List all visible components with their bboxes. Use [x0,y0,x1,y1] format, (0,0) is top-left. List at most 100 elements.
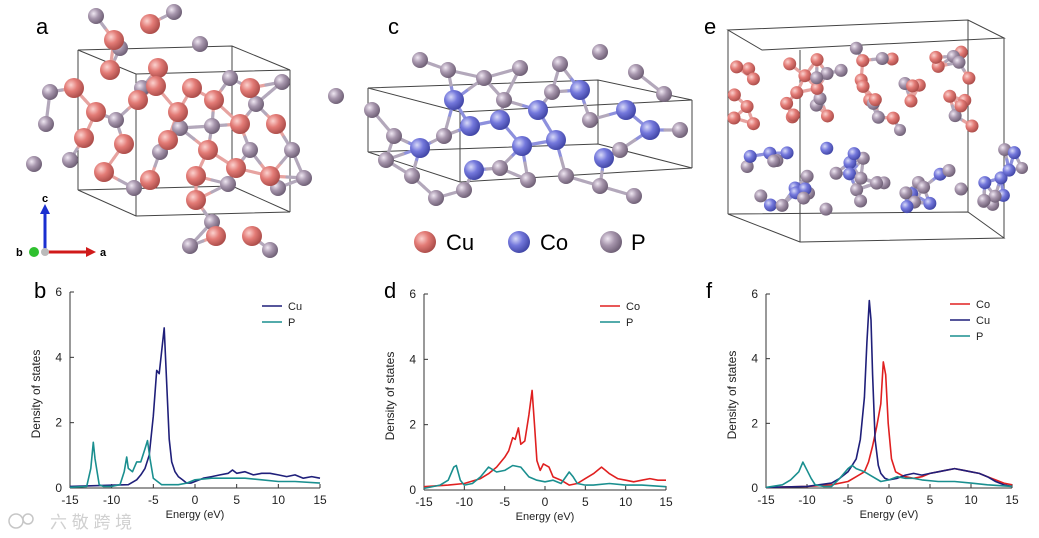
struct-e-atom-p [870,176,884,190]
legend-label-co: Co [540,230,568,255]
legend-swatch-co [508,231,530,253]
watermark-text: 六 敬 跨 境 [50,513,132,532]
struct-e-atom-p [977,193,991,207]
struct-e-atom-cu [780,96,794,110]
struct-a-atom-cu [168,102,188,122]
struct-e-atom-co [923,196,937,210]
chart-d-series-co [423,389,666,488]
struct-a-atom-cu [206,226,226,246]
struct-c-atom-co [528,100,548,120]
struct-c-atom-p [626,188,642,204]
chart-b-legend-label-p: P [288,317,295,329]
legend-item-cu: Cu [414,230,474,255]
chart-f-series-p [765,461,1013,489]
struct-e-atom-cu [856,79,870,93]
struct-c-atom-p [378,152,394,168]
c-axis-label: c [42,193,48,205]
struct-c-atom-p [428,190,444,206]
struct-a-atom-cu [128,90,148,110]
chart-b-x-tick-label: -5 [148,493,159,507]
crystal-structure-a [26,4,344,258]
struct-e-atom-co [743,149,757,163]
struct-a-atom-p [172,120,188,136]
struct-e-atom-cu [886,111,900,125]
chart-d-y-axis-label: Density of states [383,352,397,441]
struct-c-atom-co [410,138,430,158]
chart-f-legend-label-co: Co [976,299,990,311]
struct-c-atom-co [640,120,660,140]
struct-e-atom-cu [962,71,976,85]
struct-e-atom-p [800,169,814,183]
struct-e-atom-p [754,189,768,203]
chart-b-y-tick-label: 4 [55,350,62,364]
struct-e-atom-cu [810,81,824,95]
struct-e-atom-p [899,186,913,200]
chart-d-x-tick-label: 5 [582,495,589,509]
struct-e-atom-p [894,124,906,136]
legend-item-p: P [600,230,646,255]
dos-chart-b: -15 -10 -5 0 5 10 15 0 2 4 6 Energy (eV) Density of … [29,285,327,521]
struct-e-atom-co [843,167,857,181]
chart-b-x-axis-label: Energy (eV) [166,509,225,521]
struct-a-atom-cu [74,128,94,148]
chart-d-series-p [423,464,667,490]
struct-a-atom-p [166,4,182,20]
atoms-c [364,44,688,206]
chart-f-x-tick-label: 5 [927,493,934,507]
struct-a-atom-cu [186,166,206,186]
struct-a-atom-cu [186,190,206,210]
struct-e-atom-cu [868,93,882,107]
chart-f-x-tick-label: 0 [886,493,893,507]
struct-e-atom-p [875,51,889,65]
struct-a-atom-cu [158,130,178,150]
struct-e-atom-p [854,194,868,208]
chart-f-x-tick-label: -10 [798,493,816,507]
struct-e-atom-co [763,198,777,212]
struct-c-atom-co [594,148,614,168]
struct-a-atom-p [192,36,208,52]
struct-c-atom-co [546,130,566,150]
chart-d-x-axis-label: Energy (eV) [516,511,575,523]
panel-label-b: b [34,278,46,303]
struct-e-atom-co [847,147,861,161]
struct-e-atom-p [775,198,789,212]
struct-e-atom-p [988,189,1002,203]
struct-c-atom-co [512,136,532,156]
chart-b-y-tick-label: 6 [55,285,62,299]
struct-e-atom-p [797,191,811,205]
struct-a-atom-p [328,88,344,104]
struct-a-atom-p [204,118,220,134]
struct-a-atom-cu [198,140,218,160]
chart-f-legend-label-p: P [976,331,983,343]
struct-e-atom-co [994,171,1008,185]
chart-d-x-tick-label: -10 [456,495,474,509]
struct-c-atom-p [492,160,508,176]
chart-f-y-tick-label: 6 [751,287,758,301]
struct-e-atom-cu [746,72,760,86]
struct-c-atom-co [616,100,636,120]
chart-b-x-tick-label: 15 [313,493,327,507]
chart-d-y-tick-label: 4 [409,352,416,366]
struct-c-atom-p [440,62,456,78]
struct-a-atom-cu [140,14,160,34]
struct-e-atom-p [834,63,848,77]
panel-label-a: a [36,14,49,39]
chart-f-x-tick-label: 15 [1005,493,1019,507]
struct-e-atom-p [810,71,824,85]
struct-e-atom-cu [885,52,899,66]
watermark-logo-icon [8,513,24,529]
struct-e-atom-co [900,200,914,214]
struct-c-atom-p [456,182,472,198]
struct-c-atom-p [582,112,598,128]
legend-swatch-cu [414,231,436,253]
struct-c-atom-p [520,172,536,188]
struct-a-atom-cu [230,114,250,134]
struct-c-atom-p [612,142,628,158]
legend-item-co: Co [508,230,568,255]
struct-e-atom-cu [790,86,804,100]
struct-e-atom-p [948,109,962,123]
struct-c-atom-p [552,56,568,72]
struct-a-atom-p [248,96,264,112]
a-axis-arrowhead [86,247,96,257]
struct-a-atom-p [182,238,198,254]
